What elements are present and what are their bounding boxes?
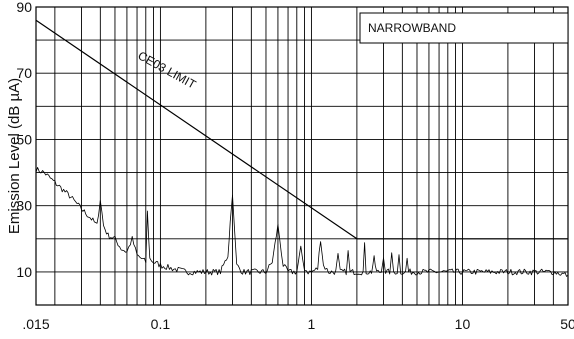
y-axis-label: Emission Level (dB µA) [6,78,23,234]
plot-background [36,7,568,305]
plot-frame [35,6,569,306]
data-series [35,19,569,277]
y-tick-label: 50 [16,131,32,147]
x-tick-label: 10 [455,316,471,332]
y-tick-labels: 10 30 50 70 90 [16,0,32,280]
y-tick-label: 10 [16,264,32,280]
y-tick-label: 30 [16,198,32,214]
narrowband-label: NARROWBAND [368,21,456,35]
x-tick-label: 1 [308,316,316,332]
y-tick-label: 70 [16,65,32,81]
x-tick-labels: .015 0.1 1 10 50 [22,316,574,332]
x-tick-label: .015 [22,316,49,332]
limit-line [35,19,568,240]
grid-lines [36,7,568,305]
emission-trace [35,167,569,277]
x-tick-label: 50 [560,316,574,332]
y-tick-label: 90 [16,0,32,15]
narrowband-label-box [359,12,569,44]
x-tick-label: 0.1 [151,316,171,332]
